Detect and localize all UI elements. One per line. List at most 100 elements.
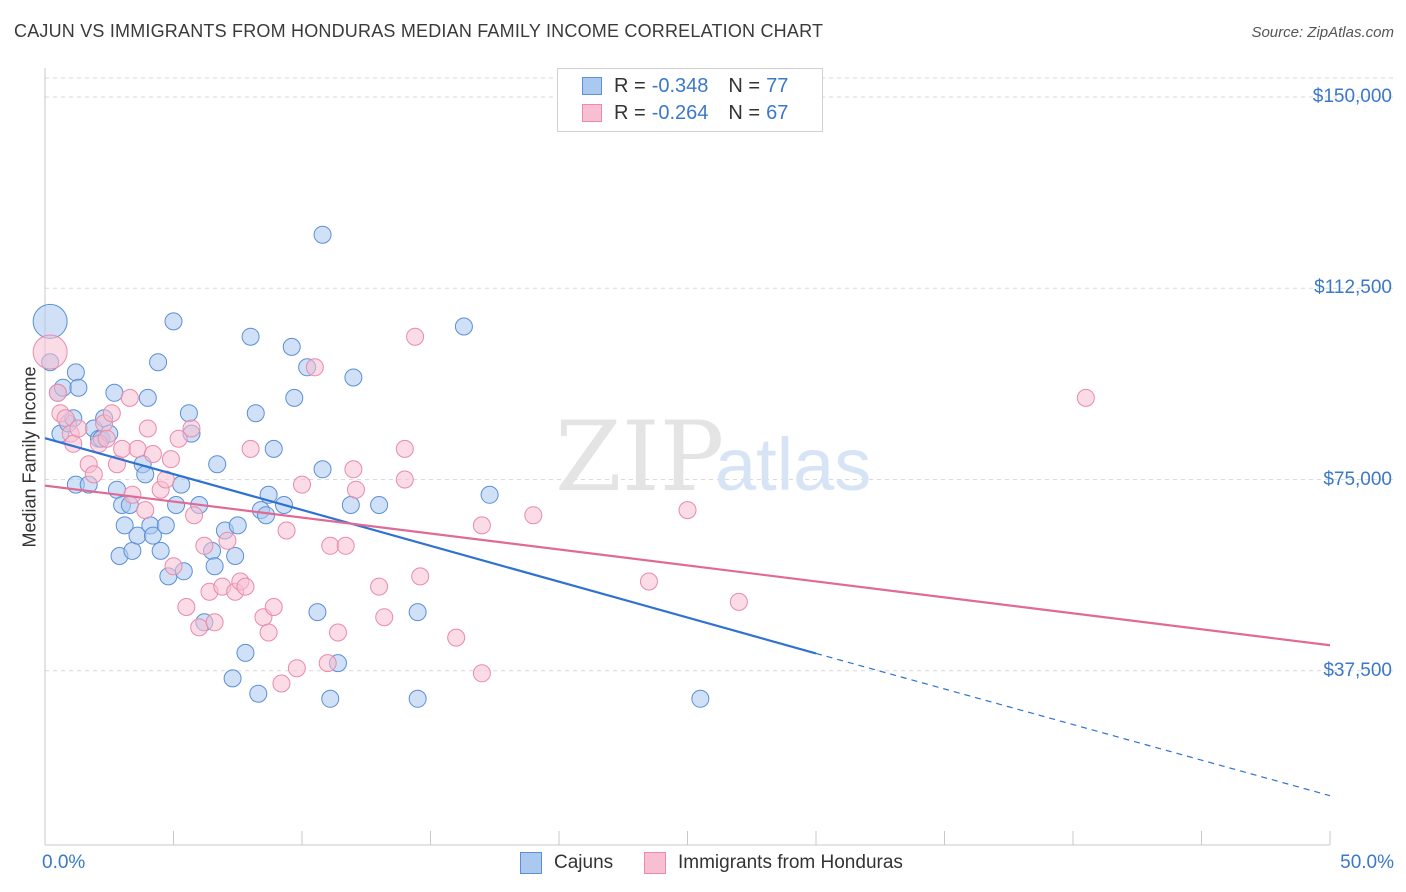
cajun-point [123,541,142,560]
honduras-legend-swatch [644,852,666,874]
honduras-point [375,608,394,627]
cajun-point [308,603,327,622]
honduras-point [318,654,337,673]
honduras-point [143,445,162,463]
honduras-point [236,577,255,596]
honduras-point [272,674,291,693]
honduras-point [1076,388,1095,407]
cajun-point [408,689,427,708]
x-tick-label-max: 50.0% [1340,852,1394,873]
honduras-point [344,460,363,479]
chart-title: CAJUN VS IMMIGRANTS FROM HONDURAS MEDIAN… [14,21,824,41]
honduras-point [524,506,543,525]
honduras-point [395,470,414,489]
x-tick-label-min: 0.0% [42,852,86,873]
cajun-trend-extrapolation [815,652,1331,797]
y-tick-label: $75,000 [1323,468,1392,490]
n-label: N = [728,74,761,97]
honduras-point [190,618,209,637]
honduras-point [120,388,139,407]
honduras-point [128,439,147,458]
honduras-point [241,439,260,458]
honduras-point [205,613,224,632]
n-value: 67 [766,101,789,124]
honduras-point [169,429,188,448]
cajun-point [143,526,162,545]
legend-row-cajuns: R = -0.348 N = 77 [582,74,788,98]
cajun-point [341,496,360,514]
cajun-point [454,317,473,336]
cajun-point [321,689,340,708]
honduras-swatch [582,104,602,122]
cajun-point [205,557,224,576]
honduras-point [639,572,658,591]
cajun-point [115,516,134,535]
honduras-point [411,567,430,586]
honduras-point [729,592,748,611]
cajun-point [344,368,363,387]
cajuns-swatch [582,77,602,95]
y-tick-label: $112,500 [1314,277,1392,299]
honduras-point [138,419,157,438]
cajun-point [257,506,276,525]
honduras-point [678,501,697,520]
honduras-point [370,577,389,596]
source-label: Source: ZipAtlas.com [1251,24,1394,41]
cajun-point [313,460,332,479]
cajun-point [69,378,88,397]
honduras-point [277,521,296,540]
cajun-point [313,225,332,244]
cajun-point [179,404,198,423]
y-tick-label: $37,500 [1323,659,1392,681]
cajun-point [167,496,186,514]
legend-item-cajuns: Cajuns [520,852,613,874]
cajun-point [241,327,260,346]
honduras-point [161,450,180,469]
honduras-point [185,506,204,525]
honduras-trend-line [44,484,1331,647]
r-label: R = [614,101,646,124]
r-label: R = [614,74,646,97]
cajuns-legend-swatch [520,852,542,874]
honduras-point [218,531,237,550]
honduras-point [305,358,324,377]
honduras-point [195,536,214,555]
honduras-point [346,480,365,499]
honduras-point [472,664,491,683]
honduras-point [84,465,103,484]
cajun-point [370,496,389,514]
cajun-point [105,383,124,402]
y-tick-label: $150,000 [1312,86,1392,107]
honduras-point [164,557,183,576]
cajun-point [228,516,247,535]
cajun-point [249,684,268,703]
cajun-point [282,337,301,356]
cajun-point [226,547,245,565]
honduras-point [293,475,311,494]
honduras-point [264,598,283,616]
cajun-point [246,404,265,423]
watermark-zip: ZIP [555,401,724,513]
honduras-point [97,429,116,448]
cajun-point [208,455,227,474]
cajun-point [164,312,183,331]
cajun-point [149,353,168,372]
honduras-point [32,334,68,370]
honduras-point [102,404,121,423]
legend-label-honduras: Immigrants from Honduras [678,852,903,873]
honduras-point [259,623,278,642]
honduras-point [395,439,414,458]
watermark-atlas: atlas [715,423,871,506]
honduras-point [321,536,340,555]
cajun-point [285,388,304,407]
cajun-point [236,643,255,662]
n-label: N = [728,101,761,124]
honduras-point [136,501,155,520]
honduras-point [447,628,466,647]
honduras-point [336,536,355,555]
honduras-point [182,419,201,438]
cajun-point [156,516,175,535]
honduras-point [472,516,491,535]
cajun-point [480,485,499,504]
